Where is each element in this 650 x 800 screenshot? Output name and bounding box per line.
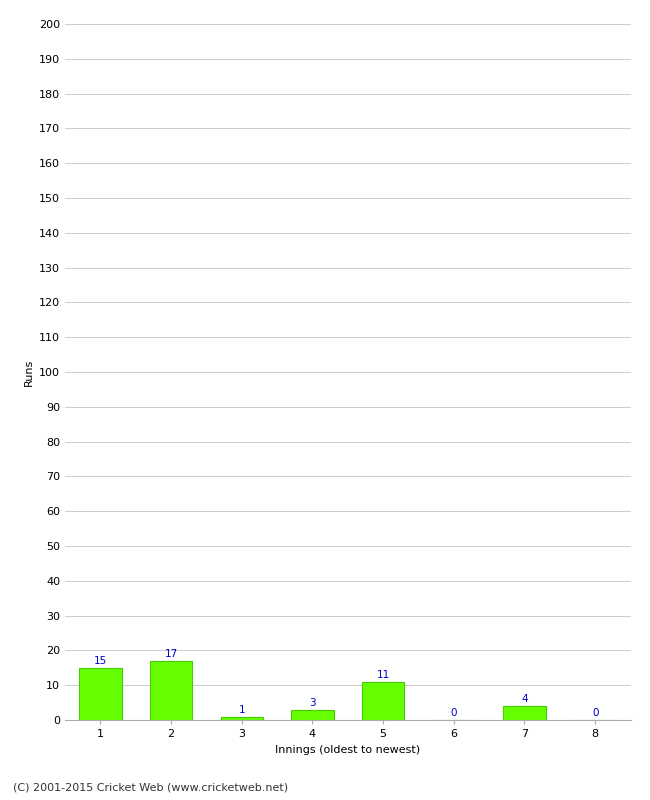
Y-axis label: Runs: Runs xyxy=(23,358,33,386)
Text: 17: 17 xyxy=(164,649,177,659)
Text: 15: 15 xyxy=(94,656,107,666)
Text: 11: 11 xyxy=(376,670,390,680)
Text: 0: 0 xyxy=(450,708,457,718)
Text: 3: 3 xyxy=(309,698,316,708)
Text: 1: 1 xyxy=(239,705,245,714)
Bar xyxy=(150,661,192,720)
Text: 4: 4 xyxy=(521,694,528,704)
Bar xyxy=(503,706,546,720)
Bar xyxy=(362,682,404,720)
Bar xyxy=(291,710,333,720)
Text: (C) 2001-2015 Cricket Web (www.cricketweb.net): (C) 2001-2015 Cricket Web (www.cricketwe… xyxy=(13,782,288,792)
Bar xyxy=(220,717,263,720)
X-axis label: Innings (oldest to newest): Innings (oldest to newest) xyxy=(275,745,421,754)
Text: 0: 0 xyxy=(592,708,599,718)
Bar xyxy=(79,668,122,720)
